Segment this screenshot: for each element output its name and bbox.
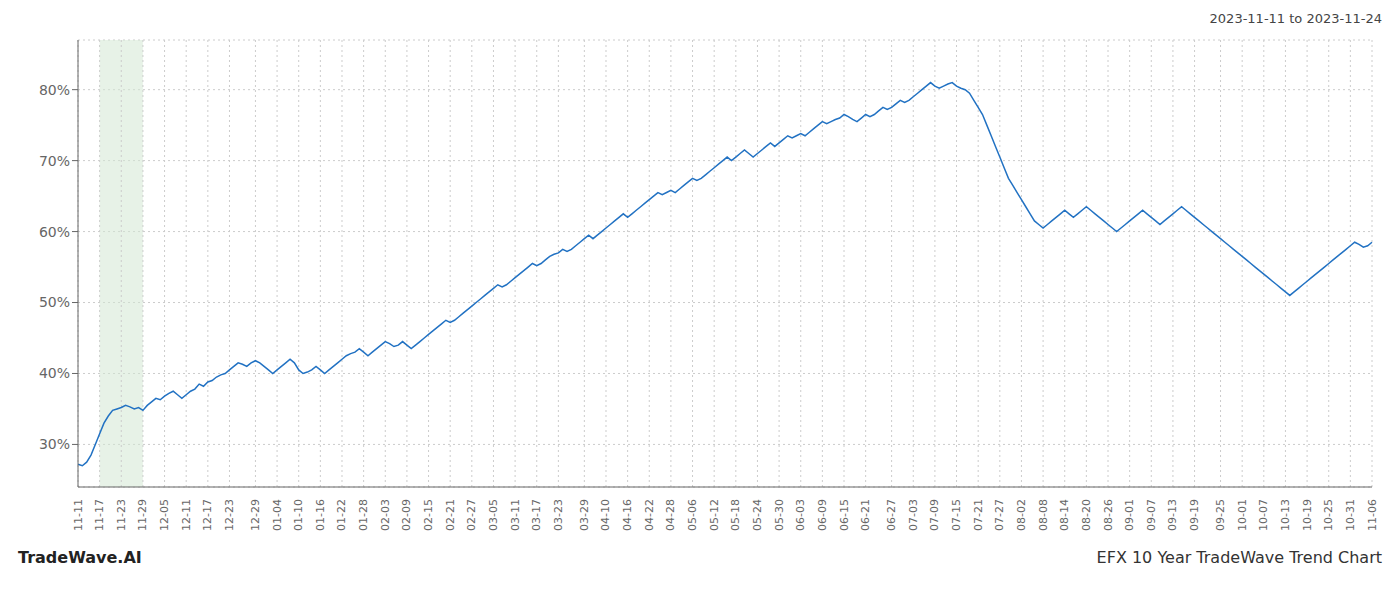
- svg-text:05-18: 05-18: [729, 499, 742, 531]
- svg-text:02-09: 02-09: [400, 499, 413, 531]
- svg-text:12-29: 12-29: [249, 499, 262, 531]
- svg-text:09-13: 09-13: [1166, 499, 1179, 531]
- svg-text:06-03: 06-03: [794, 499, 807, 531]
- svg-text:02-15: 02-15: [422, 499, 435, 531]
- svg-text:08-20: 08-20: [1080, 499, 1093, 531]
- svg-text:12-23: 12-23: [223, 499, 236, 531]
- svg-text:05-06: 05-06: [686, 499, 699, 531]
- svg-text:01-04: 01-04: [271, 499, 284, 531]
- svg-text:11-17: 11-17: [93, 499, 106, 531]
- svg-text:08-02: 08-02: [1015, 499, 1028, 531]
- svg-text:03-29: 03-29: [578, 499, 591, 531]
- svg-text:11-11: 11-11: [72, 499, 85, 531]
- svg-text:10-07: 10-07: [1257, 499, 1270, 531]
- svg-text:01-10: 01-10: [292, 499, 305, 531]
- svg-text:11-29: 11-29: [136, 499, 149, 531]
- svg-text:07-03: 07-03: [907, 499, 920, 531]
- svg-text:06-21: 06-21: [859, 499, 872, 531]
- svg-text:03-17: 03-17: [530, 499, 543, 531]
- svg-text:05-24: 05-24: [751, 499, 764, 531]
- svg-text:08-14: 08-14: [1058, 499, 1071, 531]
- svg-text:70%: 70%: [39, 153, 70, 169]
- svg-text:08-26: 08-26: [1102, 499, 1115, 531]
- html-text:EFX 10 Year TradeWave Trend Ch: EFX 10 Year TradeWave Trend Chart: [1096, 547, 1382, 567]
- svg-text:08-08: 08-08: [1037, 499, 1050, 531]
- svg-text:01-16: 01-16: [314, 499, 327, 531]
- svg-text:05-30: 05-30: [773, 499, 786, 531]
- svg-text:06-09: 06-09: [816, 499, 829, 531]
- svg-text:30%: 30%: [39, 436, 70, 452]
- svg-text:06-15: 06-15: [838, 499, 851, 531]
- svg-text:09-01: 09-01: [1123, 499, 1136, 531]
- svg-text:07-27: 07-27: [993, 499, 1006, 531]
- svg-text:03-23: 03-23: [552, 499, 565, 531]
- svg-text:10-31: 10-31: [1344, 499, 1357, 531]
- svg-text:10-01: 10-01: [1236, 499, 1249, 531]
- svg-text:09-19: 09-19: [1188, 499, 1201, 531]
- svg-text:03-11: 03-11: [509, 499, 522, 531]
- svg-text:10-13: 10-13: [1279, 499, 1292, 531]
- svg-text:11-23: 11-23: [115, 499, 128, 531]
- svg-text:80%: 80%: [39, 82, 70, 98]
- svg-text:10-25: 10-25: [1322, 499, 1335, 531]
- svg-text:02-03: 02-03: [379, 499, 392, 531]
- svg-text:05-12: 05-12: [708, 499, 721, 531]
- svg-text:01-22: 01-22: [335, 499, 348, 531]
- svg-text:50%: 50%: [39, 294, 70, 310]
- svg-text:10-19: 10-19: [1301, 499, 1314, 531]
- svg-text:11-06: 11-06: [1366, 499, 1379, 531]
- svg-text:04-28: 04-28: [664, 499, 677, 531]
- svg-text:09-25: 09-25: [1214, 499, 1227, 531]
- svg-text:12-17: 12-17: [201, 499, 214, 531]
- html-text:2023-11-11 to 2023-11-24: 2023-11-11 to 2023-11-24: [1209, 11, 1382, 26]
- svg-text:12-05: 12-05: [158, 499, 171, 531]
- svg-text:06-27: 06-27: [885, 499, 898, 531]
- svg-text:09-07: 09-07: [1145, 499, 1158, 531]
- svg-text:07-15: 07-15: [950, 499, 963, 531]
- svg-text:40%: 40%: [39, 365, 70, 381]
- svg-text:02-27: 02-27: [465, 499, 478, 531]
- svg-text:12-11: 12-11: [180, 499, 193, 531]
- svg-text:04-22: 04-22: [643, 499, 656, 531]
- svg-text:60%: 60%: [39, 224, 70, 240]
- svg-text:01-28: 01-28: [357, 499, 370, 531]
- svg-text:07-21: 07-21: [972, 499, 985, 531]
- svg-text:07-09: 07-09: [928, 499, 941, 531]
- svg-text:03-05: 03-05: [487, 499, 500, 531]
- svg-text:04-10: 04-10: [599, 499, 612, 531]
- svg-text:02-21: 02-21: [444, 499, 457, 531]
- svg-text:04-16: 04-16: [621, 499, 634, 531]
- html-text:TradeWave.AI: TradeWave.AI: [18, 547, 142, 567]
